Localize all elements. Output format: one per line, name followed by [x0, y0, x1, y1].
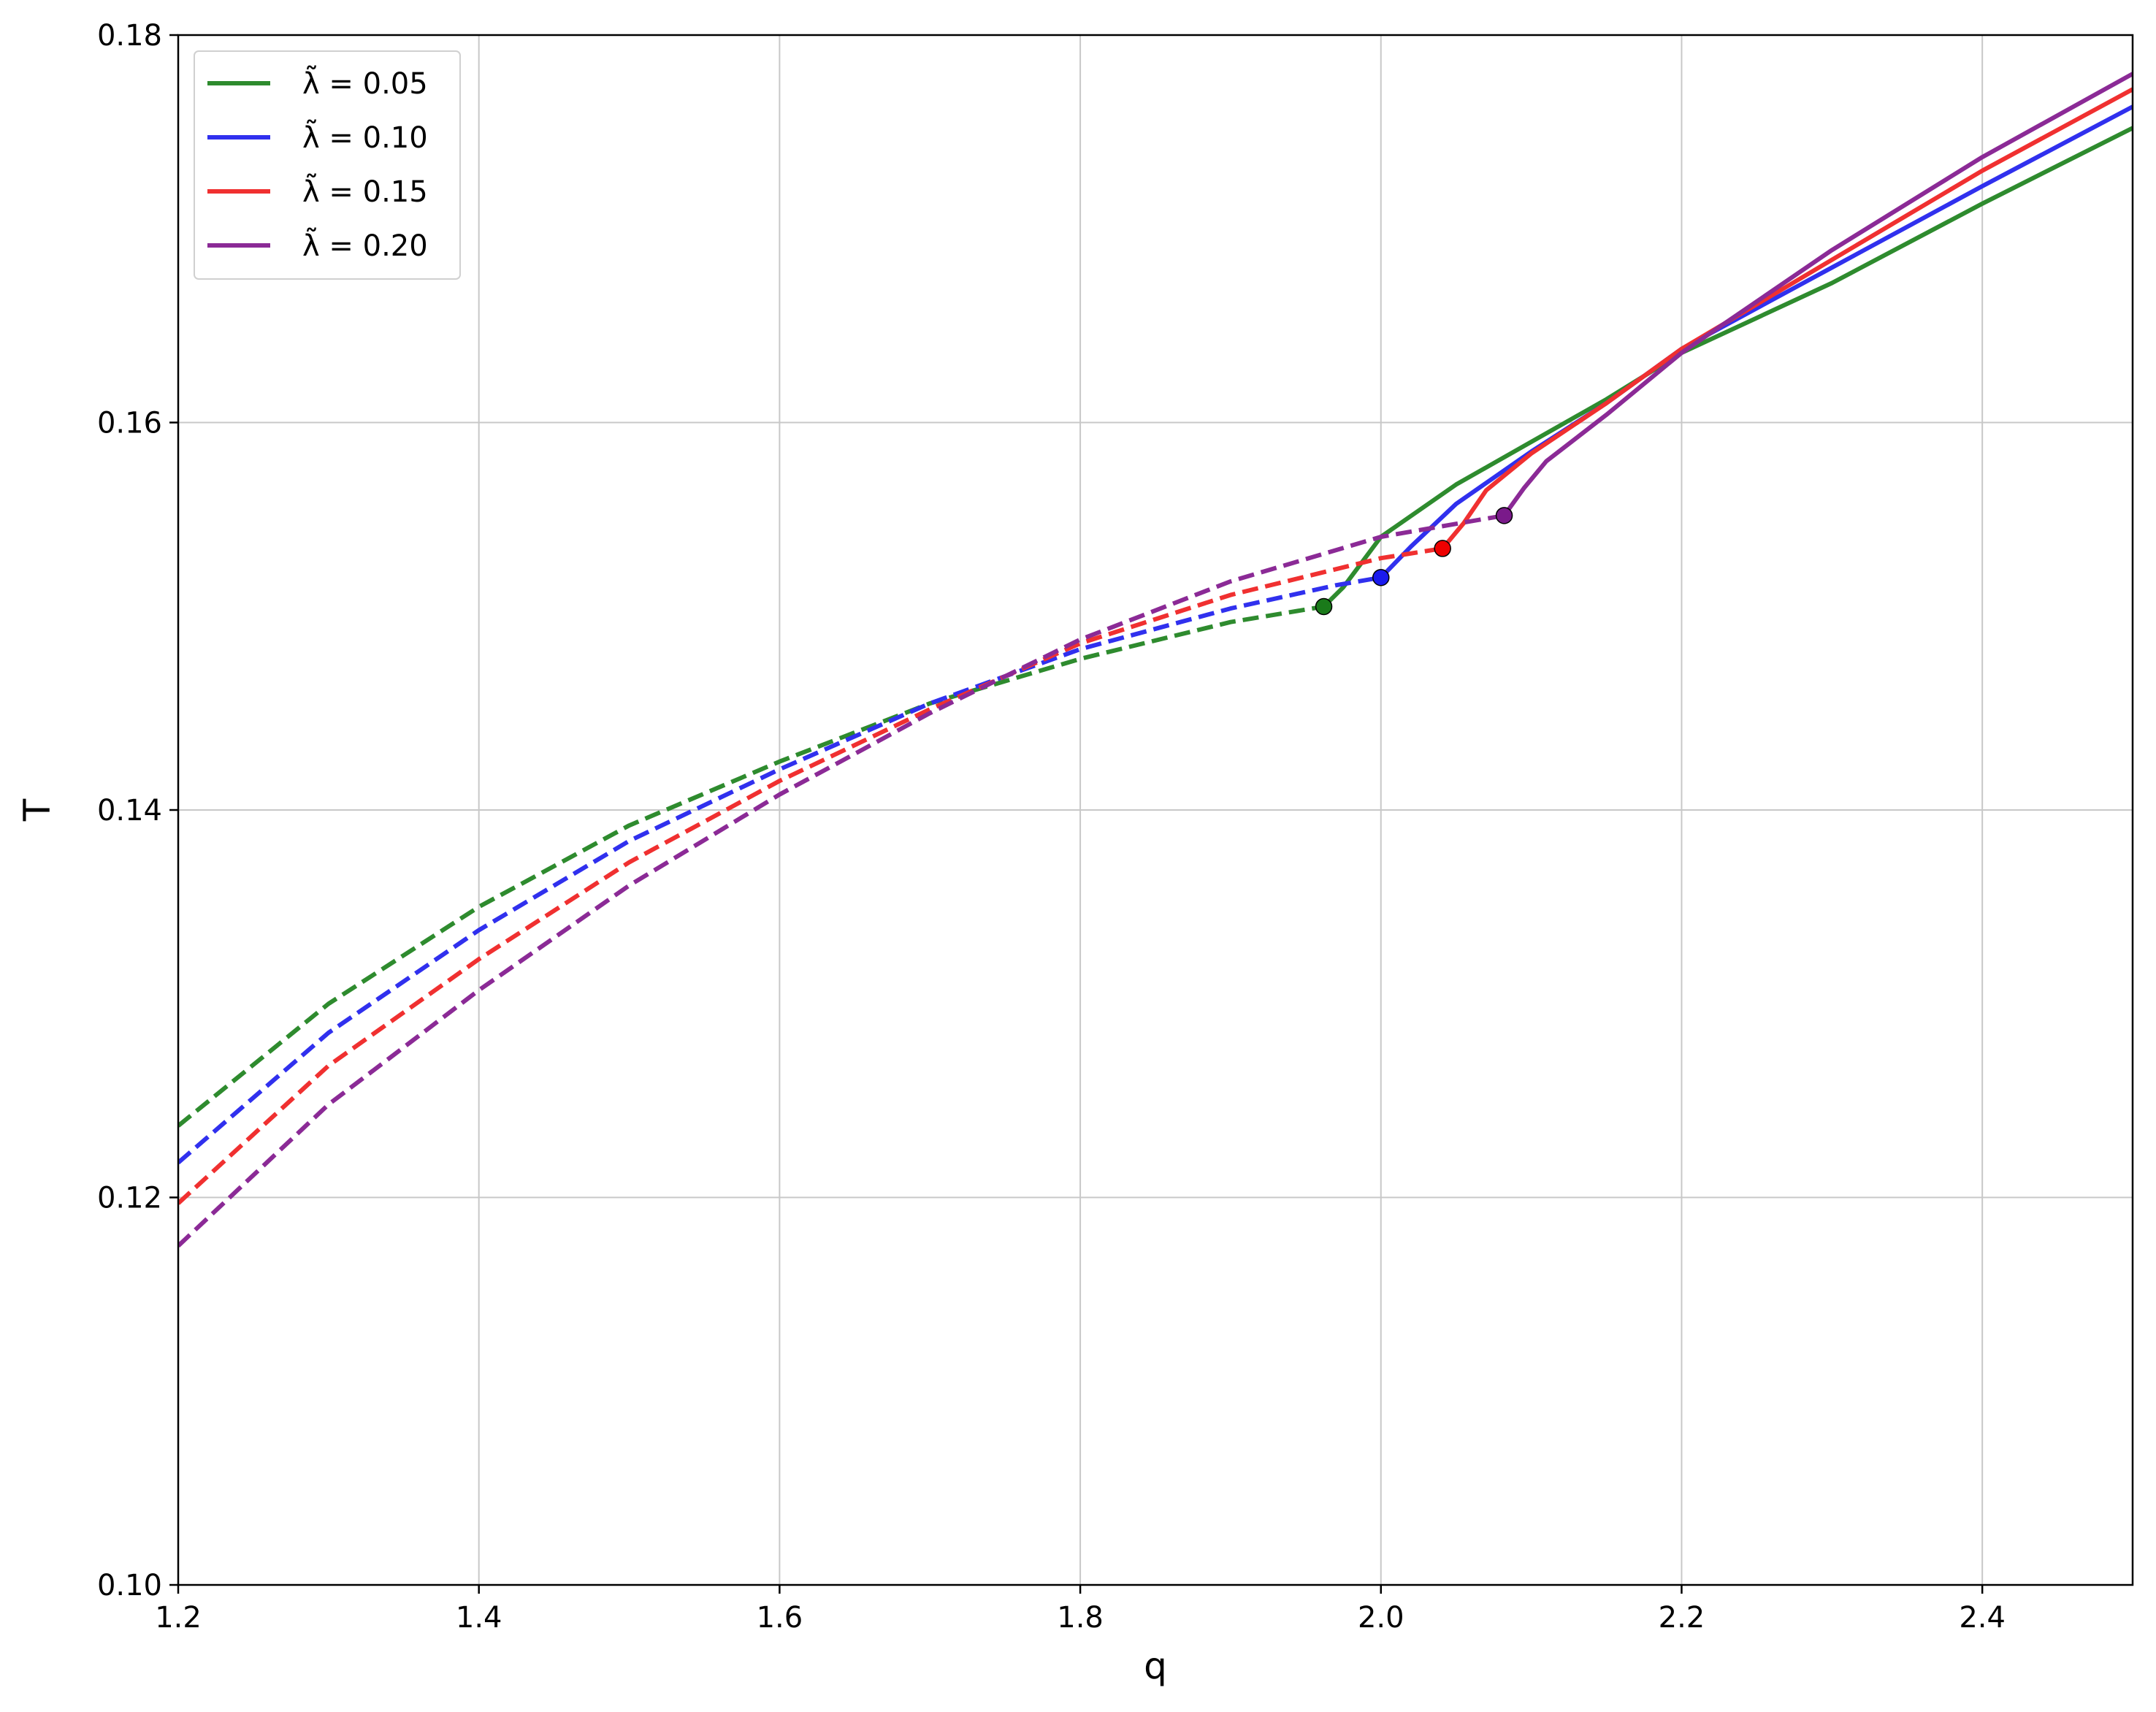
series-solid-line: [1502, 72, 2133, 517]
legend-label: λ̃ = 0.10: [302, 119, 428, 155]
legend-label: λ̃ = 0.05: [302, 65, 428, 101]
axis-ticks: 1.2 1.4 1.6 1.8 2.0 2.2 2.4 0.10 0.12 0.14 0.16 0.1…: [97, 19, 2006, 1635]
series-dashed-line: [178, 575, 1382, 1165]
series-group: [178, 72, 2133, 1247]
y-tick-label: 0.12: [97, 1182, 162, 1215]
x-tick-label: 2.4: [1959, 1601, 2006, 1635]
x-tick-label: 2.0: [1358, 1601, 1404, 1635]
x-tick-label: 1.2: [155, 1601, 202, 1635]
y-axis-label: T: [16, 798, 58, 822]
legend-box: [194, 50, 461, 280]
transition-point-marker: [1315, 597, 1333, 616]
y-tick-label: 0.16: [97, 407, 162, 440]
legend-label: λ̃ = 0.15: [302, 173, 428, 209]
y-tick-label: 0.14: [97, 794, 162, 828]
series-solid-line: [1440, 87, 2133, 550]
x-axis-label: q: [1144, 1645, 1167, 1687]
transition-point-marker: [1434, 540, 1451, 557]
x-tick-label: 2.2: [1659, 1601, 1705, 1635]
series-group: [178, 87, 2133, 1205]
series-dashed-line: [178, 604, 1324, 1128]
plot-area: [178, 72, 2133, 1247]
x-tick-label: 1.8: [1057, 1601, 1104, 1635]
transition-point-marker: [1495, 507, 1513, 524]
legend: λ̃ = 0.05 λ̃ = 0.10 λ̃ = 0.15 λ̃ = 0.20: [194, 50, 461, 280]
series-dashed-line: [178, 546, 1443, 1205]
x-tick-label: 1.4: [456, 1601, 502, 1635]
transition-point-marker: [1372, 568, 1390, 586]
y-tick-label: 0.10: [97, 1569, 162, 1602]
legend-label: λ̃ = 0.20: [302, 227, 428, 263]
y-tick-label: 0.18: [97, 19, 162, 53]
x-tick-label: 1.6: [757, 1601, 803, 1635]
